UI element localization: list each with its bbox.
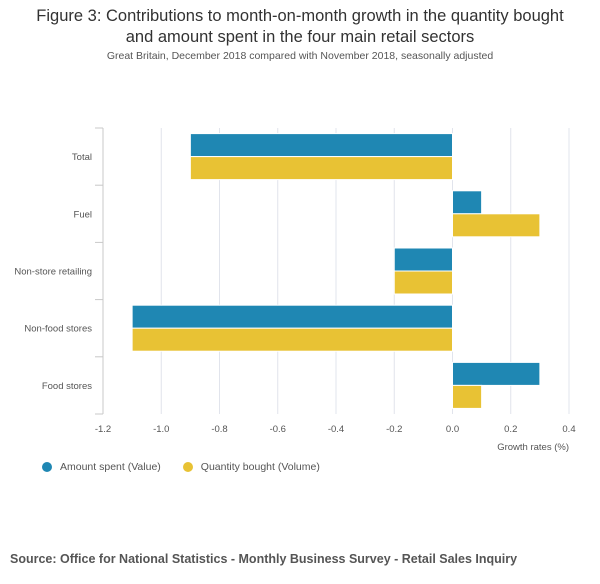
x-tick-label: 0.4 bbox=[562, 424, 575, 435]
bar bbox=[393, 247, 453, 272]
legend-item-amount-spent[interactable]: Amount spent (Value) bbox=[42, 461, 161, 473]
x-tick-label: 0.0 bbox=[446, 424, 459, 435]
category-label: Non-store retailing bbox=[14, 267, 92, 278]
x-axis-title: Growth rates (%) bbox=[497, 442, 569, 453]
bar bbox=[393, 270, 453, 295]
x-tick-label: -0.6 bbox=[270, 424, 286, 435]
source-note: Source: Office for National Statistics -… bbox=[10, 552, 518, 566]
x-tick-label: -1.0 bbox=[153, 424, 169, 435]
x-tick-label: -1.2 bbox=[95, 424, 111, 435]
bar bbox=[452, 213, 541, 238]
legend-swatch-amount-spent bbox=[42, 462, 52, 472]
chart-title-line-2: and amount spent in the four main retail… bbox=[125, 28, 475, 46]
x-tick-label: -0.8 bbox=[211, 424, 227, 435]
bar bbox=[131, 327, 453, 352]
bar bbox=[452, 384, 483, 409]
category-label: Non-food stores bbox=[24, 324, 92, 335]
category-label: Total bbox=[72, 152, 92, 163]
bar bbox=[131, 304, 453, 329]
chart-legend: Amount spent (Value) Quantity bought (Vo… bbox=[42, 461, 320, 473]
bar bbox=[189, 156, 453, 181]
bar bbox=[189, 133, 453, 158]
x-tick-label: -0.4 bbox=[328, 424, 344, 435]
bar bbox=[452, 190, 483, 215]
bar bbox=[452, 361, 541, 386]
x-tick-label: -0.2 bbox=[386, 424, 402, 435]
legend-item-quantity-bought[interactable]: Quantity bought (Volume) bbox=[182, 461, 320, 473]
legend-label-amount-spent: Amount spent (Value) bbox=[60, 461, 161, 473]
x-tick-label: 0.2 bbox=[504, 424, 517, 435]
legend-swatch-quantity-bought bbox=[182, 462, 193, 472]
chart-title-line-1: Figure 3: Contributions to month-on-mont… bbox=[36, 7, 564, 25]
category-label: Fuel bbox=[74, 209, 92, 220]
category-label: Food stores bbox=[42, 381, 92, 392]
chart-subtitle: Great Britain, December 2018 compared wi… bbox=[106, 50, 494, 62]
chart-title: Figure 3: Contributions to month-on-mont… bbox=[0, 6, 600, 48]
legend-label-quantity-bought: Quantity bought (Volume) bbox=[200, 461, 320, 473]
